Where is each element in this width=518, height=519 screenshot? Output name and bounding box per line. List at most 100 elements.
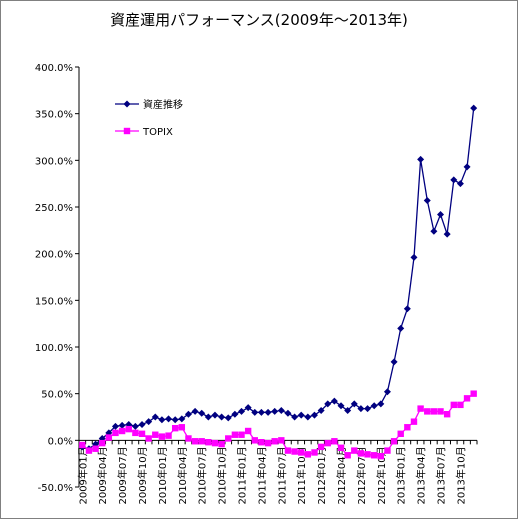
data-point [443, 230, 451, 238]
data-point [456, 180, 464, 188]
x-tick-label: 2009年01月 [76, 446, 89, 504]
y-tick-label: 350.0% [35, 110, 73, 121]
data-point [191, 407, 199, 415]
data-point [331, 438, 338, 445]
y-tick-label: 300.0% [35, 156, 73, 167]
data-point [457, 401, 464, 409]
data-point [377, 400, 385, 408]
data-point [404, 424, 411, 431]
data-point [184, 410, 192, 418]
data-point [198, 438, 205, 445]
x-tick-label: 2012年10月 [375, 446, 388, 504]
data-point [251, 437, 258, 444]
data-point [470, 104, 478, 112]
data-point [118, 421, 126, 429]
data-point [317, 443, 325, 451]
data-point [204, 413, 212, 421]
x-tick-label: 2010年10月 [216, 446, 229, 504]
series-1 [78, 104, 478, 453]
x-tick-label: 2011年01月 [236, 446, 249, 504]
data-point [92, 445, 99, 452]
y-tick-label: 150.0% [35, 296, 73, 307]
y-tick-label: 50.0% [41, 390, 73, 401]
data-point [324, 400, 332, 408]
data-point [257, 408, 265, 416]
data-point [79, 441, 86, 449]
data-point [298, 449, 305, 456]
data-point [151, 413, 159, 421]
data-point [297, 411, 305, 419]
data-point [158, 416, 166, 424]
x-tick-label: 2013年10月 [454, 446, 467, 504]
data-point [85, 447, 93, 454]
data-point [377, 453, 385, 460]
series-layer [78, 104, 478, 460]
data-point [423, 196, 431, 204]
data-point [344, 452, 351, 459]
data-point [198, 409, 206, 417]
legend-item: TOPIX [115, 127, 173, 138]
data-point [390, 358, 398, 366]
x-tick-label: 2010年04月 [176, 446, 189, 504]
data-point [337, 402, 345, 410]
data-point [397, 324, 405, 332]
data-point [470, 390, 477, 397]
data-point [277, 406, 285, 414]
data-point [264, 439, 272, 447]
data-point [118, 427, 126, 435]
data-point [145, 435, 152, 442]
x-tick-label: 2011年07月 [275, 446, 288, 504]
data-point [165, 432, 172, 439]
data-point [364, 451, 371, 458]
data-point [258, 439, 265, 446]
data-point [244, 404, 252, 412]
legend-marker [123, 100, 131, 108]
x-tick-label: 2013年04月 [415, 446, 428, 504]
data-point [99, 439, 106, 447]
legend-label: 資産推移 [143, 98, 183, 111]
data-point [304, 413, 312, 421]
x-tick-label: 2013年07月 [435, 446, 448, 504]
legend-item: 資産推移 [115, 98, 183, 111]
data-point [271, 407, 279, 415]
data-point [390, 438, 398, 445]
y-tick-label: 100.0% [35, 343, 73, 354]
series-line [82, 108, 475, 450]
data-point [105, 434, 113, 441]
data-point [357, 405, 365, 413]
data-point [324, 439, 331, 447]
data-point [357, 450, 365, 457]
x-tick-label: 2012年04月 [335, 446, 348, 504]
x-tick-label: 2011年10月 [295, 446, 308, 504]
data-point [364, 405, 372, 413]
data-point [158, 433, 166, 440]
x-tick-label: 2009年10月 [136, 446, 149, 504]
data-point [417, 405, 424, 412]
data-point [417, 155, 425, 163]
data-point [443, 411, 451, 418]
legend: 資産推移 TOPIX [115, 98, 183, 138]
data-point [264, 408, 272, 416]
data-point [410, 253, 418, 261]
data-point [450, 401, 457, 409]
data-point [185, 435, 192, 442]
x-tick-label: 2013年01月 [395, 446, 408, 504]
series-2 [79, 390, 477, 460]
y-tick-label: -50.0% [38, 483, 73, 494]
data-point [145, 418, 153, 426]
data-point [370, 402, 378, 410]
data-point [224, 414, 232, 422]
legend-label: TOPIX [142, 127, 173, 138]
data-point [310, 411, 318, 419]
data-point [311, 449, 318, 456]
data-point [344, 406, 352, 414]
x-axis: 2009年01月 2009年04月 2009年07月 2009年10月 2010年01月… [76, 439, 478, 505]
data-point [132, 429, 139, 437]
x-tick-label: 2009年07月 [116, 446, 129, 504]
y-tick-label: 0.0% [48, 436, 73, 447]
data-point [383, 388, 391, 396]
data-point [191, 438, 199, 445]
y-axis: -50.0% 0.0% 50.0% 100.0% 150.0% 200.0% 250.0% 3… [35, 63, 80, 494]
data-point [165, 415, 173, 423]
